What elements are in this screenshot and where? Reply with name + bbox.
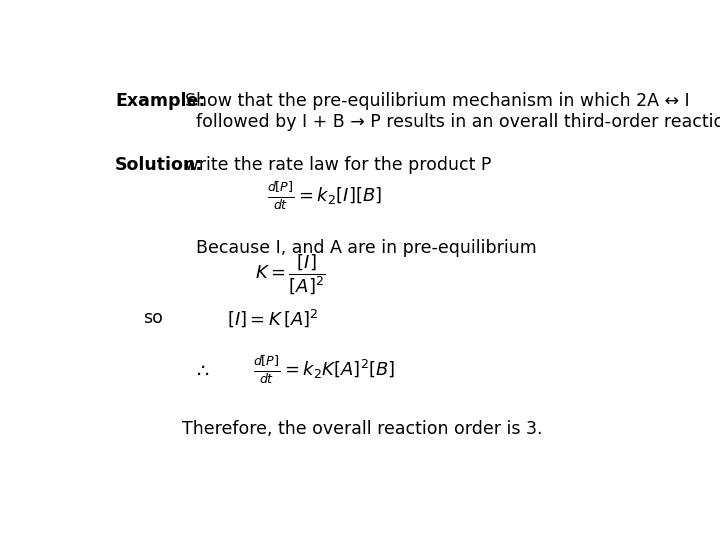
Text: Therefore, the overall reaction order is 3.: Therefore, the overall reaction order is…	[182, 420, 543, 438]
Text: $K = \dfrac{[I]}{[A]^2}$: $K = \dfrac{[I]}{[A]^2}$	[256, 253, 326, 297]
Text: Example:: Example:	[115, 92, 206, 110]
Text: Because I, and A are in pre-equilibrium: Because I, and A are in pre-equilibrium	[196, 239, 537, 256]
Text: Show that the pre-equilibrium mechanism in which 2A ↔ I
    followed by I + B → : Show that the pre-equilibrium mechanism …	[174, 92, 720, 131]
Text: $\therefore$: $\therefore$	[193, 361, 210, 380]
Text: $\frac{d[P]}{dt} = k_2[I][B]$: $\frac{d[P]}{dt} = k_2[I][B]$	[267, 180, 382, 212]
Text: write the rate law for the product P: write the rate law for the product P	[179, 156, 492, 174]
Text: $\frac{d[P]}{dt} = k_2 K[A]^2[B]$: $\frac{d[P]}{dt} = k_2 K[A]^2[B]$	[253, 355, 395, 386]
Text: $[I] = K\,[A]^2$: $[I] = K\,[A]^2$	[227, 308, 318, 329]
Text: so: so	[143, 309, 163, 327]
Text: Solution:: Solution:	[115, 156, 204, 174]
